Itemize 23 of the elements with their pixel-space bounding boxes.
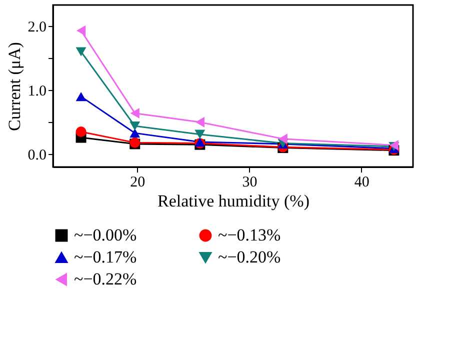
y-tick-label: 1.0 [28,84,46,100]
y-tick-label: 2.0 [28,20,46,36]
point [278,134,288,144]
legend-label: ~−0.22% [74,270,137,288]
point [130,128,140,138]
x-tick-label: 30 [242,174,258,190]
legend-label: ~−0.20% [218,248,281,266]
point [76,92,86,102]
x-axis-title: Relative humidity (%) [157,192,310,210]
legend-label: ~−0.17% [74,248,137,266]
point [195,116,204,128]
point [194,130,206,139]
point [76,25,86,36]
legend-label: ~−0.13% [218,226,281,245]
point [130,121,140,131]
point [76,126,86,138]
y-axis-title: Current (μA) [4,42,24,131]
x-tick-label: 40 [354,174,370,190]
point [76,47,86,56]
x-tick-label: 20 [130,174,146,190]
point [130,108,140,118]
y-tick-label: 0.0 [28,148,46,164]
legend-label: ~−0.00% [74,226,137,245]
